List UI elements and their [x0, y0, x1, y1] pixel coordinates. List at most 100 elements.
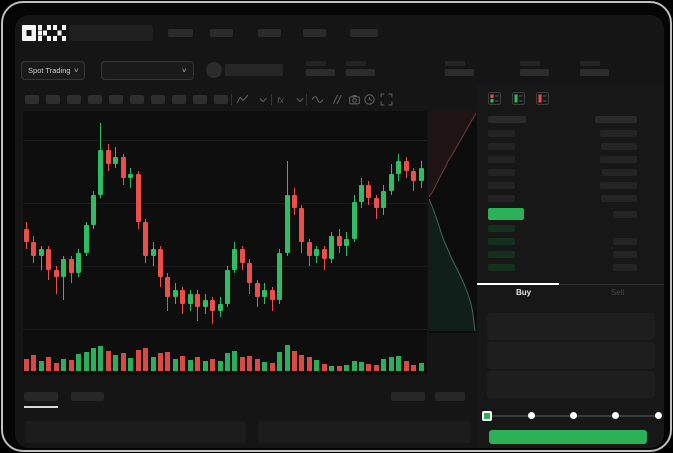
ask-row-price[interactable] [488, 143, 515, 150]
candle-body [359, 185, 364, 202]
fullscreen-icon[interactable] [380, 93, 393, 106]
candle-body [419, 168, 424, 182]
wave-overlay-icon[interactable] [311, 93, 324, 106]
candle-body [218, 304, 223, 311]
tab-buy[interactable]: Buy [477, 288, 570, 297]
price-input-placeholder[interactable] [487, 313, 655, 340]
candle-body [165, 277, 170, 297]
ask-row-price[interactable] [488, 156, 515, 163]
bid-row-price[interactable] [488, 225, 515, 232]
amount-input-placeholder[interactable] [487, 342, 655, 369]
nav-item-placeholder[interactable] [303, 29, 326, 37]
candle-body [225, 270, 230, 304]
book-asks-icon[interactable] [536, 92, 549, 105]
candle-body [314, 249, 319, 256]
ask-row-amount[interactable] [602, 169, 637, 176]
volume-bar [69, 360, 74, 371]
interval-placeholder[interactable] [88, 95, 102, 104]
pair-name-placeholder [225, 64, 283, 76]
interval-placeholder[interactable] [46, 95, 60, 104]
bottom-action-placeholder[interactable] [391, 392, 425, 401]
volume-bar [24, 359, 29, 371]
bid-row-price[interactable] [488, 264, 515, 271]
interval-placeholder[interactable] [130, 95, 144, 104]
ask-row-amount[interactable] [600, 130, 637, 137]
pair-dropdown[interactable]: ∨ [101, 61, 194, 80]
ask-row-price[interactable] [488, 169, 515, 176]
bid-row-amount[interactable] [613, 238, 637, 245]
interval-placeholder[interactable] [193, 95, 207, 104]
ask-row-amount[interactable] [600, 156, 637, 163]
bid-row-amount[interactable] [613, 251, 637, 258]
candle-body [54, 270, 59, 277]
ask-row-amount[interactable] [600, 182, 637, 189]
depth-chart [429, 111, 481, 333]
volume-bar [210, 359, 215, 371]
chevron-down-icon[interactable] [293, 93, 306, 106]
indicator-fx-icon[interactable]: fx [275, 93, 288, 106]
volume-bar [218, 361, 223, 371]
nav-item-placeholder[interactable] [168, 29, 193, 37]
ask-row-amount[interactable] [601, 195, 637, 202]
compare-icon[interactable] [330, 93, 343, 106]
slider-step-dot[interactable] [570, 412, 577, 419]
volume-bar [307, 357, 312, 371]
slider-step-dot[interactable] [612, 412, 619, 419]
bid-row-amount[interactable] [613, 264, 637, 271]
okx-logo[interactable] [22, 25, 66, 41]
search-placeholder[interactable] [69, 25, 153, 41]
camera-icon[interactable] [348, 93, 361, 106]
interval-placeholder[interactable] [214, 95, 228, 104]
ask-row-price[interactable] [488, 130, 515, 137]
last-price-badge[interactable] [488, 208, 524, 220]
bid-row-price[interactable] [488, 238, 515, 245]
interval-placeholder[interactable] [67, 95, 81, 104]
chevron-down-icon[interactable] [256, 93, 269, 106]
slider-step-dot[interactable] [528, 412, 535, 419]
slider-handle-active[interactable] [482, 411, 492, 421]
history-clock-icon[interactable] [363, 93, 376, 106]
ask-row-amount[interactable] [601, 143, 637, 150]
interval-placeholder[interactable] [172, 95, 186, 104]
book-combined-icon[interactable] [488, 92, 501, 105]
volume-bar [270, 363, 275, 371]
bottom-tab[interactable] [71, 392, 104, 401]
candle-body [69, 259, 74, 273]
candle-body [240, 249, 245, 263]
volume-bar [39, 361, 44, 371]
svg-text:fx: fx [277, 95, 284, 105]
bottom-panel-placeholder[interactable] [25, 421, 246, 443]
candle-body [404, 161, 409, 171]
chevron-down-icon: ∨ [73, 67, 79, 74]
ask-row-price[interactable] [488, 195, 515, 202]
volume-bar [374, 365, 379, 371]
tab-sell[interactable]: Sell [571, 288, 664, 297]
candle-body [24, 229, 29, 243]
market-type-selector[interactable]: Spot Trading ∨ [21, 61, 85, 80]
toolbar-divider [271, 94, 272, 105]
interval-placeholder[interactable] [25, 95, 39, 104]
volume-bar [143, 348, 148, 371]
ask-row-price[interactable] [488, 182, 515, 189]
total-input-placeholder[interactable] [487, 371, 655, 398]
nav-item-placeholder[interactable] [350, 29, 378, 37]
candle-body [411, 171, 416, 181]
interval-placeholder[interactable] [151, 95, 165, 104]
nav-item-placeholder[interactable] [210, 29, 233, 37]
book-bids-icon[interactable] [512, 92, 525, 105]
bottom-action-placeholder[interactable] [435, 392, 465, 401]
candle-body [39, 249, 44, 256]
amount-slider[interactable] [489, 415, 658, 417]
bottom-panel-placeholder[interactable] [258, 421, 471, 443]
buy-submit-button[interactable] [489, 430, 647, 444]
bid-row-price[interactable] [488, 251, 515, 258]
interval-placeholder[interactable] [109, 95, 123, 104]
volume-bar [411, 365, 416, 371]
candle-style-icon[interactable] [236, 93, 249, 106]
nav-item-placeholder[interactable] [258, 29, 281, 37]
bottom-tab-active[interactable] [24, 392, 58, 401]
ob-price-row-amount [613, 211, 637, 218]
candle-body [121, 157, 126, 177]
candlestick-chart[interactable] [23, 113, 425, 331]
slider-step-dot[interactable] [655, 412, 662, 419]
